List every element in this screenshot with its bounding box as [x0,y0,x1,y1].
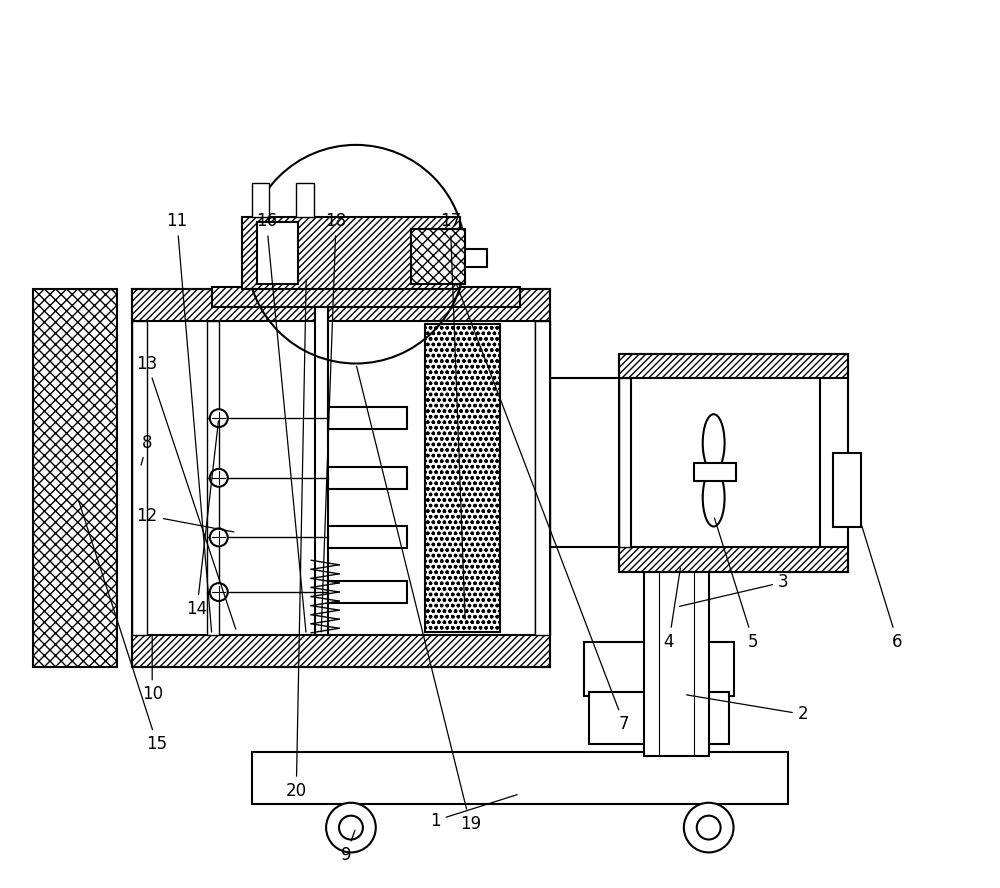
Text: 1: 1 [430,795,517,829]
Bar [212,287,520,307]
Circle shape [210,583,228,601]
Bar [252,183,269,218]
Text: 9: 9 [341,830,355,864]
Bar [328,408,407,429]
Bar [619,353,848,378]
Bar [328,581,407,603]
Bar [242,218,460,289]
Circle shape [210,528,228,546]
Bar [257,222,298,284]
Text: 5: 5 [714,519,759,651]
Bar [328,467,407,488]
Circle shape [697,816,721,839]
Text: 15: 15 [79,500,168,753]
Bar [465,250,487,267]
Text: 17: 17 [440,212,465,619]
Circle shape [326,803,376,852]
Bar [425,324,500,632]
Circle shape [339,816,363,839]
Bar [132,635,550,667]
Ellipse shape [703,414,725,472]
Bar [411,229,465,284]
Bar [694,463,736,480]
Text: 12: 12 [137,506,234,532]
Text: 18: 18 [321,212,347,632]
Bar [619,547,848,572]
Text: 20: 20 [286,280,307,800]
Circle shape [210,469,228,487]
Bar [132,321,147,635]
Bar [132,289,550,321]
Bar [619,378,631,547]
Bar [132,289,550,667]
Bar [296,183,314,218]
Text: 14: 14 [186,421,218,618]
Bar [33,289,117,667]
Text: 2: 2 [687,695,808,724]
Text: 6: 6 [862,525,903,651]
Text: 8: 8 [141,434,152,465]
Bar [619,353,848,572]
Bar [328,527,407,549]
Text: 11: 11 [166,212,212,632]
Text: 7: 7 [456,283,629,733]
Bar [833,453,861,527]
Circle shape [684,803,734,852]
Bar [631,378,820,547]
Text: 10: 10 [142,635,163,703]
Text: 3: 3 [680,573,789,607]
Bar [147,321,535,635]
Text: 13: 13 [137,354,236,630]
Bar [589,693,729,744]
Bar [315,250,328,635]
Text: 16: 16 [256,212,306,632]
Circle shape [210,409,228,427]
Text: 19: 19 [357,366,481,833]
Bar [644,423,709,756]
Bar [207,321,219,635]
Ellipse shape [703,469,725,527]
Bar [252,752,788,804]
Text: 4: 4 [664,568,680,651]
Bar [535,321,550,635]
Bar [584,642,734,696]
